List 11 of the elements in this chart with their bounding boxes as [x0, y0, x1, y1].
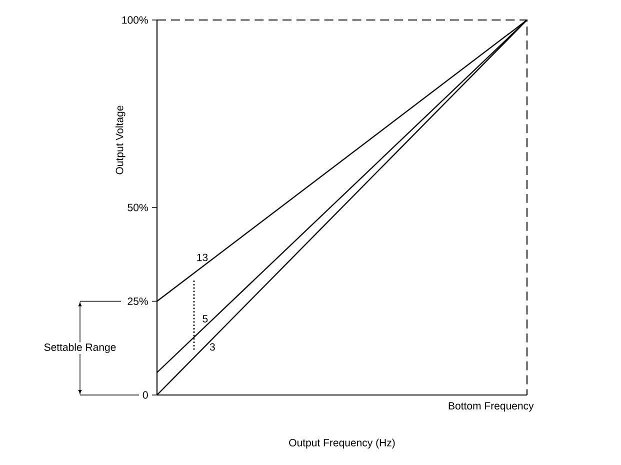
- series-label: 5: [202, 315, 208, 322]
- y-axis-title: Output Voltage: [116, 106, 126, 174]
- series-label: 13: [197, 254, 208, 262]
- series-label: 3: [210, 343, 215, 351]
- y-tick-label: 25%: [128, 298, 148, 305]
- x-axis-title: Output Frequency (Hz): [289, 438, 395, 448]
- text: Bottom Frequency: [448, 402, 534, 412]
- y-tick-label: 0: [142, 391, 148, 399]
- y-tick-label: 100%: [122, 16, 148, 24]
- y-tick-label: 50%: [128, 204, 148, 212]
- annotation: Settable Range: [44, 343, 116, 354]
